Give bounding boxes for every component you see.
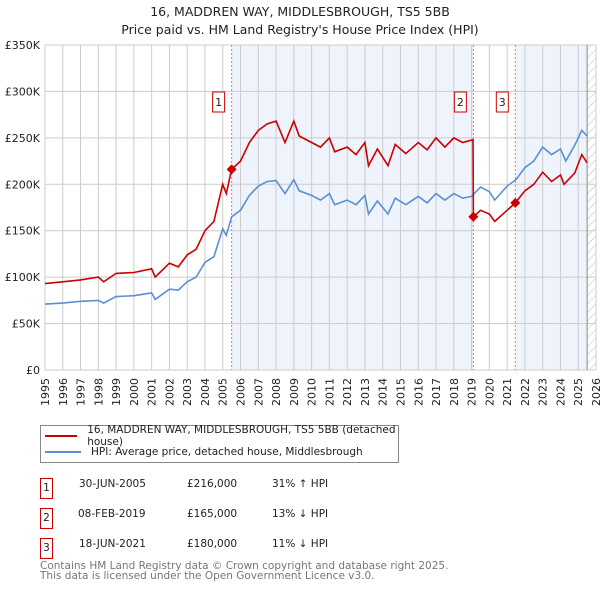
chart-subtitle: Price paid vs. HM Land Registry's House …	[121, 22, 479, 37]
y-tick-label: £350K	[5, 39, 41, 52]
y-tick-label: £100K	[5, 271, 41, 284]
sale-badge: 2	[40, 508, 53, 529]
sale-label-box	[453, 91, 467, 113]
sale-point	[226, 164, 237, 175]
legend-item-hpi: HPI: Average price, detached house, Midd…	[45, 444, 363, 460]
x-tick-label: 2009	[288, 378, 301, 406]
sale-date: 30-JUN-2005	[79, 478, 146, 490]
x-tick-label: 2024	[554, 378, 567, 406]
sale-badge: 1	[40, 478, 53, 499]
x-tick-label: 2007	[252, 378, 265, 406]
sale-date: 18-JUN-2021	[79, 538, 146, 550]
legend-swatch-red	[45, 435, 78, 437]
x-tick-label: 2026	[590, 378, 600, 406]
x-tick-label: 2016	[412, 378, 425, 406]
x-tick-label: 2022	[519, 378, 532, 406]
x-tick-label: 2008	[270, 378, 283, 406]
x-tick-label: 2005	[217, 378, 230, 406]
shaded-region	[515, 45, 588, 370]
x-tick-label: 2017	[430, 378, 443, 406]
x-tick-label: 2010	[306, 378, 319, 406]
footer-line: This data is licensed under the Open Gov…	[40, 570, 375, 582]
y-tick-label: £250K	[5, 132, 41, 145]
y-tick-label: £300K	[5, 85, 41, 98]
shaded-region	[231, 45, 474, 370]
x-tick-label: 1997	[75, 378, 88, 406]
y-tick-label: £50K	[12, 318, 41, 331]
legend-item-property: 16, MADDREN WAY, MIDDLESBROUGH, TS5 5BB …	[45, 424, 398, 448]
sale-hpi-diff: 13% ↓ HPI	[272, 508, 329, 520]
legend-label: 16, MADDREN WAY, MIDDLESBROUGH, TS5 5BB …	[87, 424, 396, 448]
x-tick-label: 2011	[323, 378, 336, 406]
x-tick-label: 2013	[359, 378, 372, 406]
sale-label: 3	[499, 96, 506, 109]
x-tick-label: 2014	[377, 378, 390, 406]
x-tick-label: 2006	[235, 378, 248, 406]
sale-label: 2	[457, 96, 464, 109]
price-chart: 1995 1996 1997 1998 1999 2000 2001 2002 2003 2004…	[5, 39, 600, 406]
x-tick-label: 2021	[501, 378, 514, 406]
x-tick-label: 2023	[537, 378, 550, 406]
x-tick-label: 2019	[466, 378, 479, 406]
footer-line: Contains HM Land Registry data © Crown c…	[40, 560, 449, 572]
x-tick-label: 1995	[39, 378, 52, 406]
x-tick-label: 1998	[92, 378, 105, 406]
sale-badge: 3	[40, 538, 53, 559]
sale-point	[510, 197, 521, 208]
x-tick-label: 2003	[181, 378, 194, 406]
sale-label-box	[495, 91, 509, 113]
legend: 16, MADDREN WAY, MIDDLESBROUGH, TS5 5BB …	[40, 424, 399, 463]
sale-hpi-diff: 11% ↓ HPI	[272, 538, 329, 550]
sale-point	[468, 211, 479, 222]
x-tick-label: 2018	[448, 378, 461, 406]
forecast-hatch	[587, 45, 596, 370]
x-tick-label: 2015	[394, 378, 407, 406]
chart-title: 16, MADDREN WAY, MIDDLESBROUGH, TS5 5BB	[150, 4, 450, 19]
footer: Contains HM Land Registry data © Crown c…	[40, 560, 449, 582]
series-line	[44, 118, 588, 285]
legend-swatch-blue	[45, 451, 81, 453]
legend-label: HPI: Average price, detached house, Midd…	[91, 446, 363, 458]
x-tick-label: 2004	[199, 378, 212, 406]
y-tick-label: £0	[26, 364, 40, 377]
y-tick-label: £150K	[5, 225, 41, 238]
x-tick-label: 2025	[572, 378, 585, 406]
x-tick-label: 2001	[146, 378, 159, 406]
x-tick-label: 2012	[341, 378, 354, 406]
sale-hpi-diff: 31% ↑ HPI	[272, 478, 329, 490]
sale-label: 1	[215, 96, 222, 109]
x-tick-label: 2002	[163, 378, 176, 406]
sale-price: £165,000	[187, 508, 238, 520]
series-line	[44, 129, 588, 305]
sale-price: £216,000	[187, 478, 238, 490]
x-tick-label: 2000	[128, 378, 141, 406]
sale-label-box	[212, 91, 226, 113]
sale-price: £180,000	[187, 538, 238, 550]
sale-date: 08-FEB-2019	[78, 508, 146, 520]
x-tick-label: 1999	[110, 378, 123, 406]
y-tick-label: £200K	[5, 178, 41, 191]
x-tick-label: 1996	[57, 378, 70, 406]
x-tick-label: 2020	[483, 378, 496, 406]
